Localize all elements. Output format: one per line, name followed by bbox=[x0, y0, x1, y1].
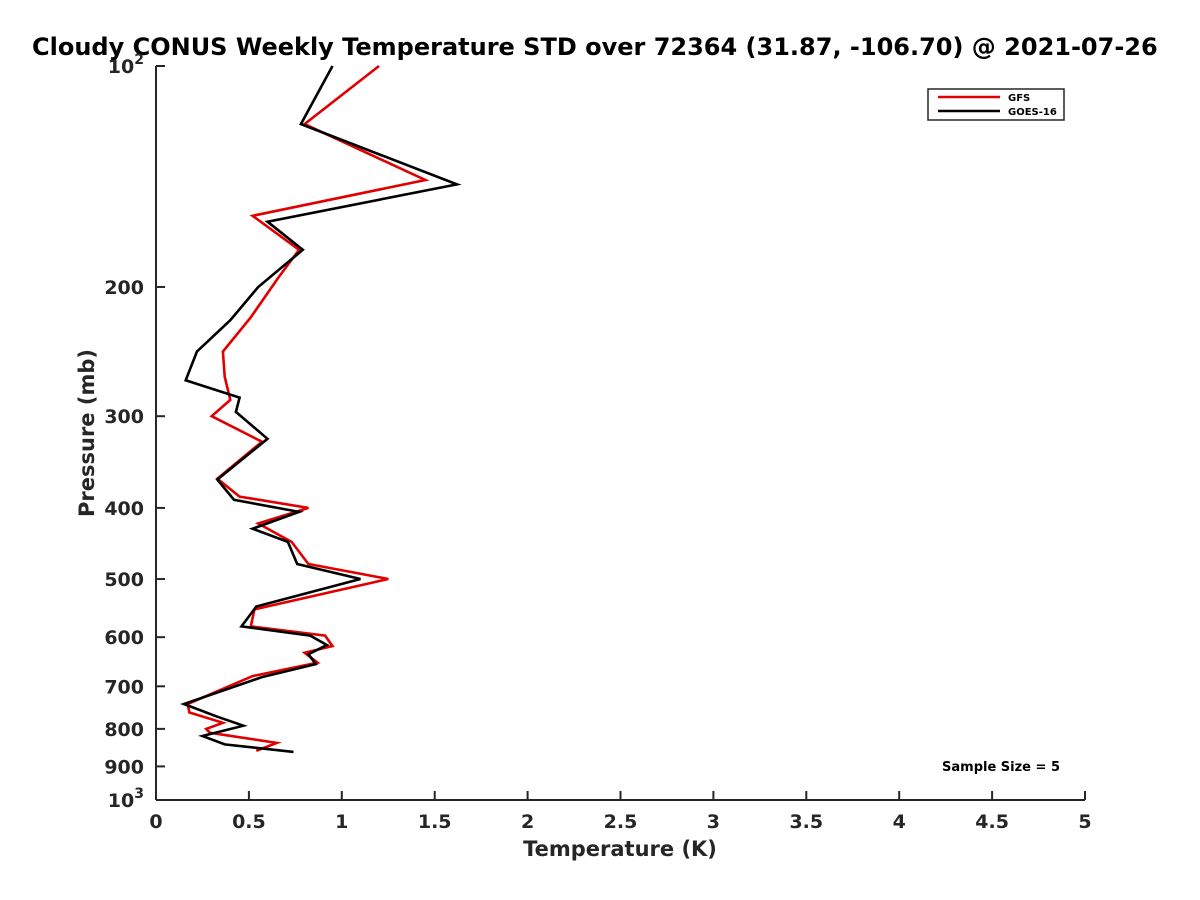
series-line-goes-16 bbox=[180, 65, 462, 754]
y-tick-label-exponent: 2 bbox=[134, 52, 144, 68]
y-tick-label-base: 200 bbox=[104, 277, 144, 299]
x-tick-label: 1 bbox=[335, 811, 348, 833]
y-tick-label-base: 10 bbox=[108, 790, 134, 812]
x-axis-label: Temperature (K) bbox=[523, 837, 717, 861]
x-tick-label: 1.5 bbox=[418, 811, 452, 833]
sample-size-annotation: Sample Size = 5 bbox=[942, 760, 1060, 775]
series-line-gfs bbox=[186, 64, 430, 753]
legend-label: GFS bbox=[1008, 93, 1030, 104]
x-tick-label: 3.5 bbox=[789, 811, 823, 833]
y-tick-label-base: 700 bbox=[104, 676, 144, 698]
x-tick-label: 2 bbox=[521, 811, 534, 833]
plot-series bbox=[180, 64, 462, 754]
x-tick-label: 4.5 bbox=[975, 811, 1009, 833]
chart-title: Cloudy CONUS Weekly Temperature STD over… bbox=[32, 33, 1158, 61]
legend: GFS GOES-16 bbox=[927, 88, 1065, 121]
x-tick-label: 0.5 bbox=[232, 811, 266, 833]
y-tick-label: 102 bbox=[108, 52, 144, 78]
x-tick-label: 2.5 bbox=[604, 811, 638, 833]
y-tick-label: 200 bbox=[104, 277, 144, 299]
y-tick-label-base: 10 bbox=[108, 56, 134, 78]
y-axis-label: Pressure (mb) bbox=[75, 349, 99, 517]
y-tick-label: 500 bbox=[104, 569, 144, 591]
y-tick-label: 600 bbox=[104, 627, 144, 649]
y-tick-label: 900 bbox=[104, 756, 144, 778]
legend-box bbox=[927, 88, 1065, 121]
legend-label: GOES-16 bbox=[1008, 107, 1057, 118]
y-tick-label-base: 400 bbox=[104, 498, 144, 520]
y-tick-label-base: 900 bbox=[104, 756, 144, 778]
x-tick-label: 3 bbox=[707, 811, 720, 833]
y-tick-label-base: 300 bbox=[104, 406, 144, 428]
y-tick-label: 103 bbox=[108, 786, 144, 812]
y-tick-label: 400 bbox=[104, 498, 144, 520]
y-tick-label-exponent: 3 bbox=[134, 786, 144, 802]
y-tick-label-base: 600 bbox=[104, 627, 144, 649]
x-tick-label: 4 bbox=[893, 811, 906, 833]
y-tick-label-base: 800 bbox=[104, 719, 144, 741]
y-tick-label: 800 bbox=[104, 719, 144, 741]
x-tick-label: 5 bbox=[1078, 811, 1091, 833]
y-tick-label: 300 bbox=[104, 406, 144, 428]
x-tick-label: 0 bbox=[149, 811, 162, 833]
y-tick-label-base: 500 bbox=[104, 569, 144, 591]
y-tick-label: 700 bbox=[104, 676, 144, 698]
axes: 0 0.5 1 1.5 2 2.5 3 3.5 4 4.5 51022003004005006007… bbox=[104, 52, 1091, 833]
